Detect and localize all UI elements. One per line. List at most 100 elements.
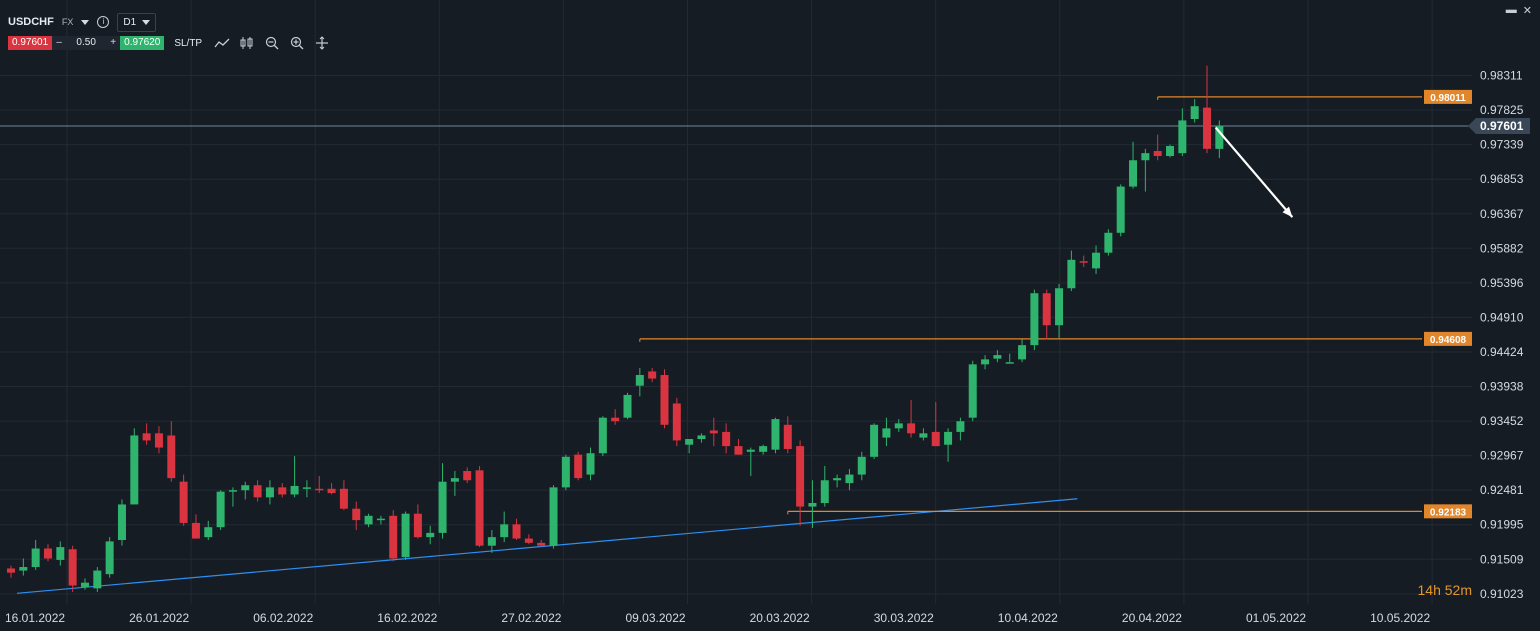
candle-body [537, 542, 546, 546]
candle-body [426, 532, 435, 538]
candle-body [993, 355, 1002, 359]
sltp-button[interactable]: SL/TP [174, 37, 203, 49]
candle-body [352, 508, 361, 521]
x-tick-label: 09.03.2022 [626, 611, 686, 625]
candle-body [327, 488, 336, 494]
level-badge [1424, 504, 1472, 519]
candle-body [56, 547, 65, 560]
candle-body [1141, 153, 1150, 161]
symbol-label[interactable]: USDCHF [8, 16, 54, 28]
candle-body [302, 487, 311, 489]
y-tick-label: 0.97825 [1480, 103, 1524, 117]
window-controls: ▬ ✕ [1506, 4, 1532, 17]
candle-body [746, 449, 755, 452]
candle-body [623, 394, 632, 418]
sell-button[interactable]: 0.97601 [8, 36, 53, 50]
candle-body [154, 433, 163, 448]
candle-body [549, 487, 558, 546]
candle-body [574, 454, 583, 479]
y-tick-label: 0.91023 [1480, 587, 1524, 601]
candle-body [894, 423, 903, 429]
candlestick-icon[interactable] [239, 36, 255, 50]
y-tick-label: 0.94910 [1480, 310, 1524, 324]
line-chart-icon[interactable] [214, 36, 230, 50]
candle-body [524, 538, 533, 543]
countdown-minutes: 52 [1444, 582, 1461, 598]
candle-body [759, 446, 768, 452]
candle-body [105, 541, 114, 575]
candle-body [31, 548, 40, 568]
candle-body [500, 524, 509, 538]
buy-button[interactable]: 0.97620 [120, 36, 165, 50]
candle-body [981, 359, 990, 365]
candle-body [1042, 293, 1051, 326]
timeframe-select[interactable]: D1 [117, 12, 157, 32]
candle-body [771, 419, 780, 450]
zoom-in-icon[interactable] [289, 36, 305, 50]
candle-body [722, 431, 731, 447]
close-button[interactable]: ✕ [1522, 5, 1532, 17]
y-tick-label: 0.93938 [1480, 380, 1524, 394]
candle-body [43, 548, 52, 559]
candle-body [204, 527, 213, 538]
candle-body [1166, 146, 1175, 156]
candle-body [1215, 126, 1224, 149]
level-badge [1424, 331, 1472, 346]
x-tick-label: 10.04.2022 [998, 611, 1058, 625]
label-layer: 0.98311 0.97825 0.97339 0.96853 0.96367 0.958… [5, 69, 1530, 625]
candle-body [80, 582, 89, 587]
candle-body [808, 503, 817, 507]
info-icon[interactable]: i [97, 16, 110, 28]
candle-body [611, 417, 620, 422]
y-tick-label: 0.91509 [1480, 552, 1524, 566]
chart-header: USDCHF FX i D1 [8, 12, 157, 32]
zoom-out-icon[interactable] [264, 36, 280, 50]
minimize-button[interactable]: ▬ [1505, 4, 1517, 16]
candle-body [1190, 106, 1199, 120]
candle-body [709, 430, 718, 434]
candle-body [450, 478, 459, 482]
candle-body [463, 471, 472, 481]
candle-body [93, 570, 102, 589]
level-label: 0.92183 [1430, 507, 1467, 518]
candle-body [265, 487, 274, 498]
crosshair-icon[interactable] [314, 36, 330, 50]
candle-body [648, 371, 657, 379]
candle-body [1005, 362, 1014, 364]
x-tick-label: 20.03.2022 [750, 611, 810, 625]
x-tick-label: 06.02.2022 [253, 611, 313, 625]
level-badge [1424, 89, 1472, 104]
down-arrow [1214, 126, 1294, 218]
candle-body [635, 375, 644, 386]
lot-size-input[interactable]: 0.50 [66, 36, 107, 50]
candle-body [1153, 151, 1162, 156]
candle-body [253, 485, 262, 498]
symbol-dropdown-icon[interactable] [81, 19, 90, 25]
candle-body [7, 568, 15, 573]
candle-body [1092, 252, 1101, 269]
candle-body [130, 435, 139, 505]
candle-body [685, 439, 694, 445]
candle-body [1129, 160, 1138, 187]
candle-body [389, 515, 398, 559]
lot-decrease-button[interactable]: – [52, 36, 67, 50]
chevron-down-icon [142, 19, 151, 25]
trendline [16, 498, 1078, 594]
x-tick-label: 01.05.2022 [1246, 611, 1306, 625]
candle-body [339, 488, 348, 509]
y-tick-label: 0.93452 [1480, 414, 1524, 428]
candle-body [216, 491, 225, 528]
x-tick-label: 16.02.2022 [377, 611, 437, 625]
candle-body [364, 515, 373, 525]
candle-body [1030, 293, 1039, 346]
candle-body [870, 424, 879, 457]
candle-body [561, 456, 570, 488]
candle-body [598, 417, 607, 454]
candle-body [475, 470, 484, 546]
x-tick-label: 16.01.2022 [5, 611, 65, 625]
candle-body [68, 549, 77, 586]
lot-increase-button[interactable]: + [106, 36, 121, 50]
current-price-label: 0.97601 [1480, 119, 1524, 133]
